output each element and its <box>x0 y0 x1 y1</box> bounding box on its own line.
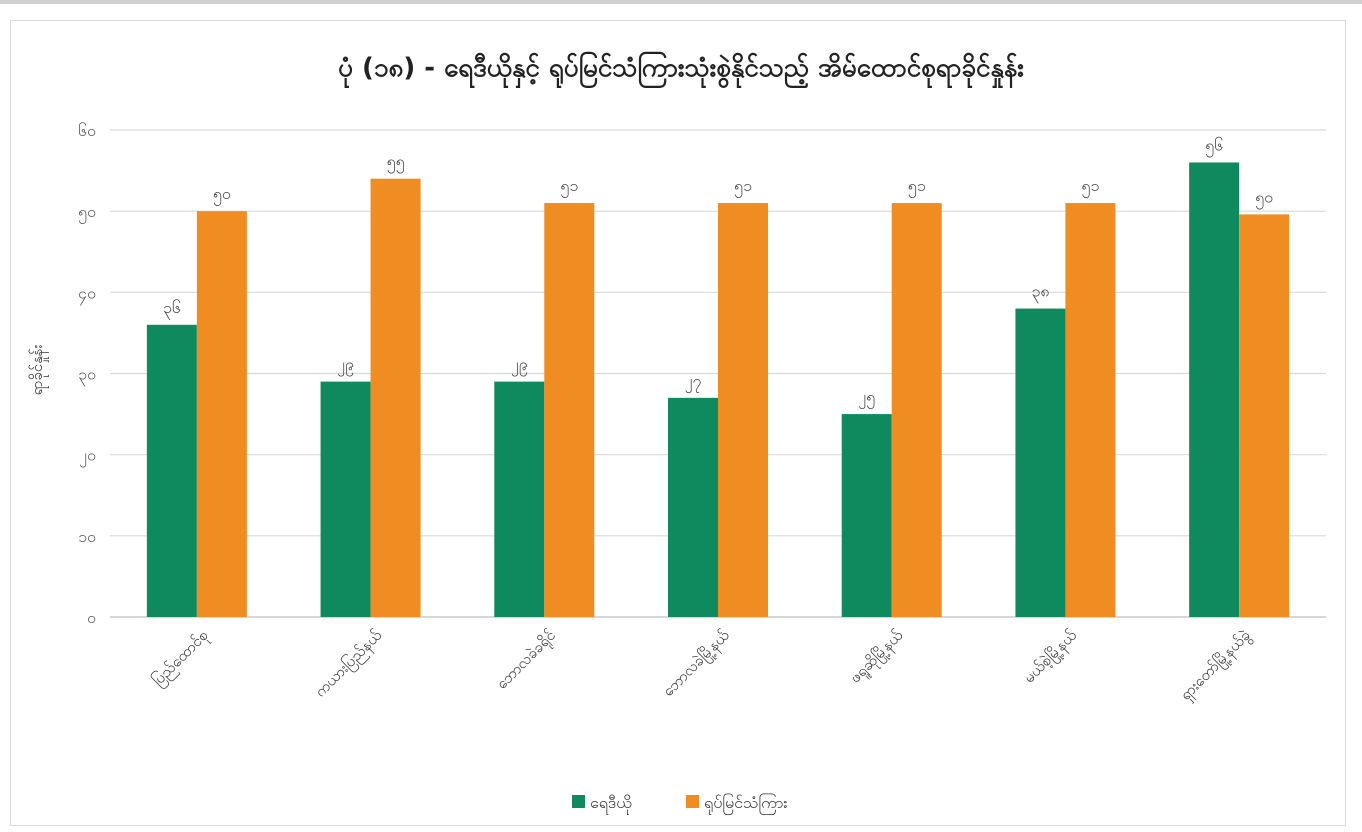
data-label: ၅၁ <box>908 176 926 198</box>
legend-label: ရုပ်မြင်သံကြား <box>704 793 787 815</box>
legend-label: ရေဒီယို <box>590 793 632 815</box>
bars <box>146 162 1290 618</box>
category-label: ဘောလခဲမြို့နယ် <box>658 625 735 702</box>
bar-television <box>1239 214 1290 617</box>
data-label: ၅၀ <box>213 184 231 206</box>
y-tick-label: ၄၀ <box>78 283 96 305</box>
data-label: ၃၈ <box>1031 282 1049 304</box>
y-tick-label: ၃၀ <box>78 365 96 387</box>
bar-television <box>1065 203 1116 618</box>
category-label: မယ်စဲ့မြို့နယ် <box>1019 625 1082 688</box>
data-label: ၅၁ <box>560 176 578 198</box>
data-label: ၃၆ <box>163 298 181 320</box>
bar-television <box>891 203 942 618</box>
bar-television <box>544 203 595 618</box>
legend: ရေဒီယို ရုပ်မြင်သံကြား <box>572 793 787 815</box>
bar-television <box>370 178 421 617</box>
y-tick-label: ၂၀ <box>79 446 96 468</box>
y-axis-label: ရာခိုင်နှုန်း <box>28 344 49 395</box>
data-label: ၂၇ <box>685 371 702 393</box>
data-label: ၂၉ <box>511 355 528 377</box>
category-label: ကယားပြည်နယ် <box>310 625 387 702</box>
category-label: ဘောလခဲခရိုင် <box>493 626 562 695</box>
category-label: ပြည်ထောင်စု <box>148 625 214 691</box>
bar-radio <box>320 381 371 617</box>
category-label: ဖရူဆိုမြို့နယ် <box>845 625 908 688</box>
top-border <box>0 0 1362 4</box>
data-label: ၂၅ <box>858 387 875 409</box>
y-tick-labels: ၀ ၁၀ ၂၀ ၃၀ ၄၀ ၅၀ ၆၀ <box>78 121 96 627</box>
category-label: ရှားတော်မြို့နယ်ခွဲ <box>1176 625 1256 705</box>
bar-radio <box>668 397 718 617</box>
y-tick-label: ၁၀ <box>78 527 96 546</box>
chart-title: ပုံ (၁၈) - ရေဒီယိုနှင့် ရုပ်မြင်သံကြားသု… <box>338 50 1024 89</box>
data-label: ၅၀ <box>1255 187 1273 209</box>
bar-radio <box>841 414 892 617</box>
bar-radio <box>146 324 197 617</box>
data-label: ၅၅ <box>387 152 405 174</box>
legend-swatch <box>572 795 585 808</box>
data-label: ၅၁ <box>734 176 752 198</box>
data-label: ၅၆ <box>1205 135 1223 157</box>
category-labels: ပြည်ထောင်စု ကယားပြည်နယ် ဘောလခဲခရိုင် ဘောလခဲ… <box>148 625 1256 705</box>
bar-radio <box>1189 162 1240 617</box>
data-label: ၅၁ <box>1081 176 1099 198</box>
bar-television <box>718 203 768 618</box>
bar-television <box>196 211 247 617</box>
legend-swatch <box>686 795 699 808</box>
bar-radio <box>1015 308 1066 617</box>
bar-radio <box>494 381 545 617</box>
data-label: ၂၉ <box>337 355 354 377</box>
y-tick-label: ၆၀ <box>78 121 96 140</box>
y-tick-label: ၅၀ <box>78 202 96 224</box>
y-tick-label: ၀ <box>87 608 96 627</box>
